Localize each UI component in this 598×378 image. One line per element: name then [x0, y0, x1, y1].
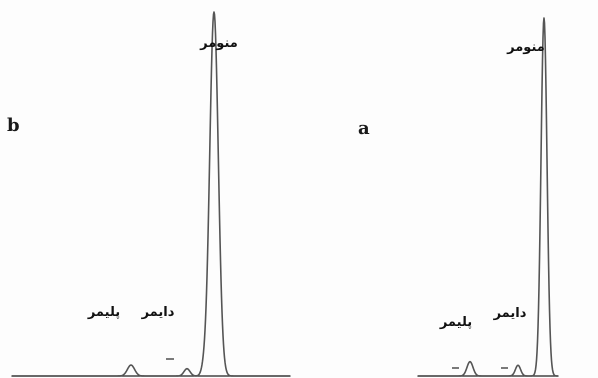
- panel-b-letter: b: [7, 115, 20, 136]
- panel-a: a منومر دایمر پلیمر: [358, 17, 559, 377]
- panel-b-dimer-label: دایمر: [141, 305, 175, 320]
- panel-a-letter: a: [358, 118, 370, 139]
- panel-b: b منومر دایمر پلیمر: [7, 11, 291, 377]
- panel-b-monomer-label: منومر: [199, 36, 238, 51]
- panel-b-polymer-label: پلیمر: [87, 305, 120, 320]
- panel-a-trace: [417, 17, 559, 377]
- panel-a-polymer-label: پلیمر: [439, 315, 472, 330]
- panel-a-monomer-label: منومر: [506, 40, 545, 55]
- panel-a-dimer-label: دایمر: [493, 306, 527, 321]
- panel-b-trace: [11, 11, 291, 377]
